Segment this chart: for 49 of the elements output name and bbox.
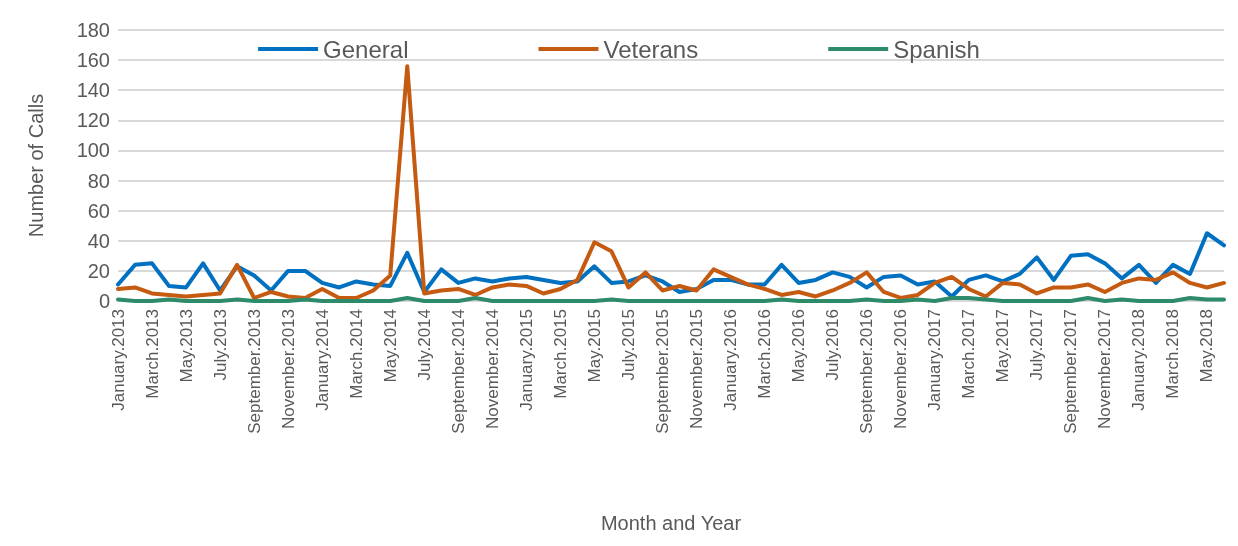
legend-label: Veterans [603,35,699,63]
y-tick-label: 80 [87,169,110,192]
x-tick-label: May.2015 [584,309,604,383]
x-tick-label: September.2016 [857,309,877,434]
y-tick-label: 140 [76,79,110,102]
y-axis-title: Number of Calls [25,93,47,238]
x-tick-label: January.2015 [516,309,536,411]
x-tick-label: July.2013 [210,309,230,381]
legend-label: Spanish [893,35,980,63]
x-tick-label: May.2013 [176,309,196,383]
x-tick-label: July.2016 [823,309,843,381]
x-tick-label: November.2014 [482,309,502,430]
x-tick-label: January.2014 [312,309,332,411]
x-tick-label: July.2015 [618,309,638,381]
x-tick-label: May.2016 [789,309,809,383]
x-tick-label: May.2014 [380,309,400,383]
x-tick-label: March.2013 [142,309,162,399]
x-tick-label: May.2018 [1197,309,1217,383]
x-tick-label: March.2018 [1163,309,1183,399]
x-tick-label: July.2014 [414,309,434,381]
x-axis-title: Month and Year [600,512,742,534]
x-tick-label: November.2013 [278,309,298,430]
legend-label: General [323,35,409,63]
x-tick-label: September.2014 [448,309,468,434]
y-tick-label: 120 [76,109,110,132]
x-tick-label: September.2013 [244,309,264,434]
y-tick-label: 60 [87,199,110,222]
y-tick-label: 40 [87,229,110,252]
x-tick-label: September.2015 [652,309,672,434]
y-tick-label: 160 [76,49,110,72]
y-tick-label: 180 [76,19,110,41]
y-tick-label: 0 [98,290,110,312]
line-series [116,64,1226,300]
x-tick-label: January.2017 [925,309,945,411]
x-tick-label: March.2017 [959,309,979,399]
x-tick-label: March.2015 [550,309,570,399]
x-tick-label: January.2016 [721,309,741,411]
y-tick-label: 20 [87,259,110,282]
x-tick-label: November.2017 [1095,309,1115,430]
x-tick-label: May.2017 [993,309,1013,383]
x-tick-label: November.2016 [891,309,911,430]
x-tick-label: January.2013 [108,309,128,411]
x-tick-label: January.2018 [1129,309,1149,411]
x-tick-label: March.2016 [755,309,775,399]
x-tick-label: March.2014 [346,309,366,399]
y-tick-label: 100 [76,139,110,162]
x-tick-label: November.2015 [687,309,707,430]
x-tick-label: September.2017 [1061,309,1081,434]
x-tick-label: July.2017 [1027,309,1047,381]
